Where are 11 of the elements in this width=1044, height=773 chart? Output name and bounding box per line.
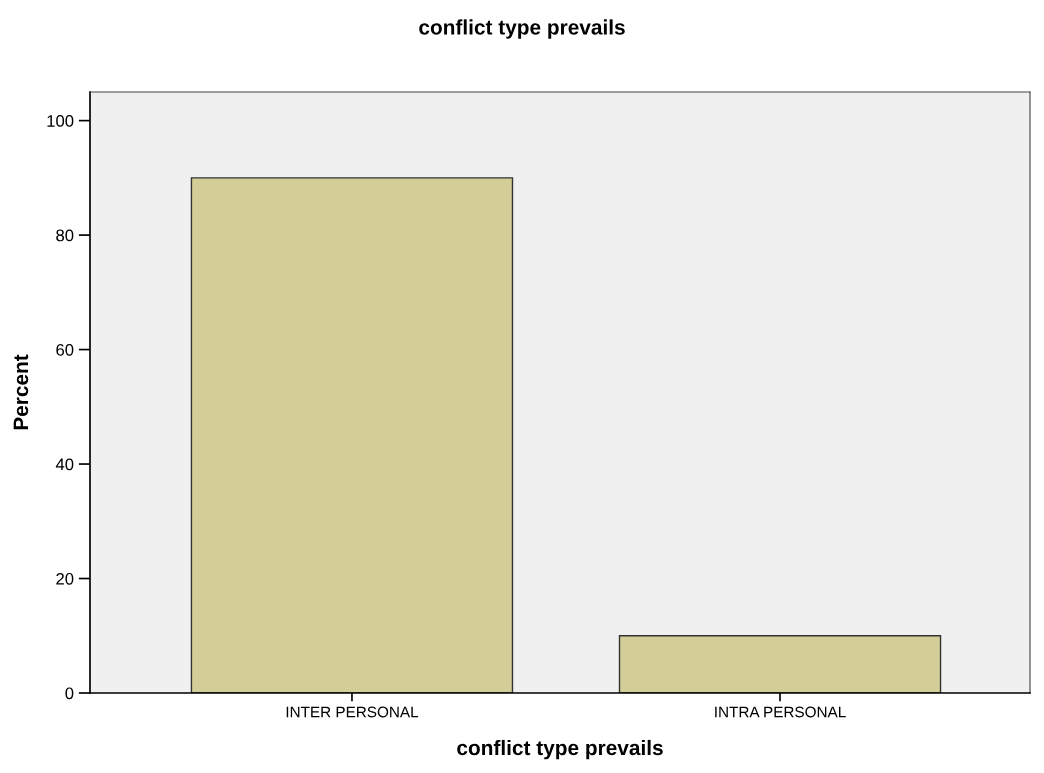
y-tick-label: 0 bbox=[65, 687, 74, 700]
y-tick-label: 80 bbox=[56, 229, 74, 242]
x-tick-label: INTRA PERSONAL bbox=[715, 706, 846, 718]
chart-title: conflict type prevails bbox=[419, 19, 625, 39]
x-tick-label: INTER PERSONAL bbox=[286, 706, 419, 718]
y-tick-label: 100 bbox=[47, 115, 74, 127]
y-tick-label: 40 bbox=[55, 458, 74, 471]
y-tick-label: 20 bbox=[56, 572, 74, 585]
x-axis-title: conflict type prevails bbox=[457, 739, 663, 760]
y-tick-label: 60 bbox=[56, 343, 74, 356]
y-axis-title: Percent bbox=[13, 354, 29, 430]
